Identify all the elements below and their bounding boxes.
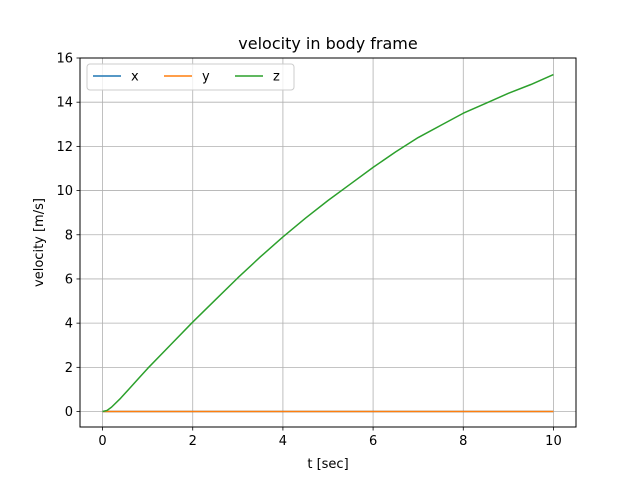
x-tick-label: 10 xyxy=(545,434,562,449)
x-tick-label: 6 xyxy=(369,434,377,449)
legend-label-y: y xyxy=(202,70,210,85)
x-tick-label: 8 xyxy=(459,434,467,449)
plot-area xyxy=(80,58,576,427)
legend: x y z xyxy=(86,63,295,91)
y-tick-label: 0 xyxy=(65,405,73,420)
axis-ticks: 0 2 4 6 8 10 0 2 4 6 8 10 12 14 16 xyxy=(56,52,561,450)
y-tick-label: 2 xyxy=(65,361,73,376)
legend-label-z: z xyxy=(273,70,280,85)
y-tick-label: 4 xyxy=(65,317,73,332)
chart-title: velocity in body frame xyxy=(238,34,417,53)
x-tick-label: 2 xyxy=(189,434,197,449)
legend-box xyxy=(86,63,295,91)
series-line-z xyxy=(102,73,554,413)
series-lines xyxy=(102,73,554,413)
x-tick-label: 4 xyxy=(279,434,287,449)
y-axis-label: velocity [m/s] xyxy=(32,198,47,287)
y-tick-label: 16 xyxy=(56,52,73,67)
y-tick-label: 6 xyxy=(65,272,73,287)
y-tick-label: 12 xyxy=(56,140,73,155)
x-axis-label: t [sec] xyxy=(307,457,348,472)
y-tick-label: 10 xyxy=(56,184,73,199)
x-tick-label: 0 xyxy=(98,434,106,449)
y-tick-label: 8 xyxy=(65,228,73,243)
y-tick-label: 14 xyxy=(56,96,73,111)
legend-label-x: x xyxy=(131,70,139,85)
plot-frame xyxy=(79,57,577,428)
